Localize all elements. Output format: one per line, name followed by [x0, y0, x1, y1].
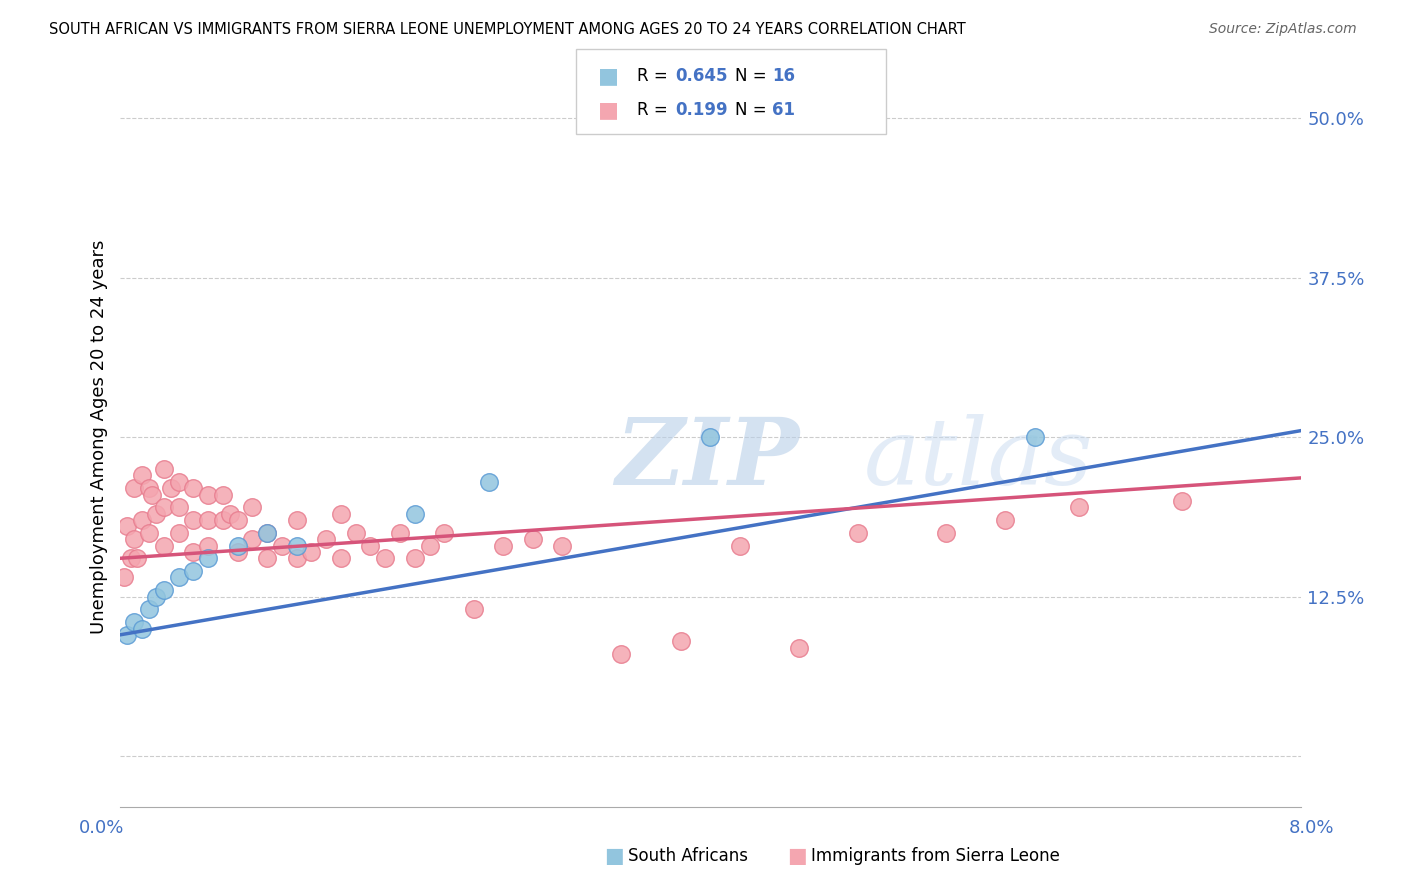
Text: 61: 61: [772, 102, 794, 120]
Point: [329, 551, 352, 566]
Point: [211, 487, 233, 501]
Point: [360, 539, 382, 553]
Point: [344, 525, 367, 540]
Point: [197, 487, 219, 501]
Point: [153, 583, 174, 598]
Text: R =: R =: [637, 67, 668, 86]
Text: 0.199: 0.199: [675, 102, 727, 120]
Point: [270, 539, 294, 553]
Point: [124, 615, 146, 630]
Point: [374, 551, 396, 566]
Text: atlas: atlas: [863, 414, 1092, 504]
Point: [226, 513, 249, 527]
Point: [256, 525, 278, 540]
Point: [211, 513, 233, 527]
Point: [610, 647, 633, 661]
Point: [935, 525, 957, 540]
Point: [478, 475, 501, 489]
Point: [183, 564, 205, 578]
Point: [551, 539, 574, 553]
Point: [404, 551, 426, 566]
Point: [787, 640, 810, 655]
Point: [112, 570, 135, 584]
Point: [492, 539, 515, 553]
Point: [153, 462, 174, 476]
Point: [404, 507, 426, 521]
Point: [131, 622, 153, 636]
Point: [226, 545, 249, 559]
Point: [197, 551, 219, 566]
Point: [433, 525, 456, 540]
Text: ■: ■: [787, 847, 807, 866]
Point: [115, 628, 138, 642]
Text: Immigrants from Sierra Leone: Immigrants from Sierra Leone: [811, 847, 1060, 865]
Point: [153, 539, 174, 553]
Text: 8.0%: 8.0%: [1289, 819, 1334, 837]
Point: [145, 590, 167, 604]
Point: [728, 539, 751, 553]
Point: [167, 525, 190, 540]
Text: 16: 16: [772, 67, 794, 86]
Point: [197, 513, 219, 527]
Point: [226, 539, 249, 553]
Text: N =: N =: [735, 67, 766, 86]
Point: [145, 507, 167, 521]
Point: [419, 539, 441, 553]
Point: [256, 551, 278, 566]
Point: [160, 481, 183, 495]
Point: [285, 513, 308, 527]
Point: [197, 539, 219, 553]
Point: [131, 468, 153, 483]
Point: [1024, 430, 1046, 444]
Point: [141, 487, 163, 501]
Point: [124, 532, 146, 546]
Point: [131, 513, 153, 527]
Point: [699, 430, 721, 444]
Point: [127, 551, 149, 566]
Text: ■: ■: [598, 66, 619, 87]
Point: [153, 500, 174, 515]
Point: [256, 525, 278, 540]
Point: [301, 545, 323, 559]
Text: R =: R =: [637, 102, 668, 120]
Point: [183, 481, 205, 495]
Text: 0.645: 0.645: [675, 67, 727, 86]
Text: 0.0%: 0.0%: [79, 819, 124, 837]
Point: [285, 551, 308, 566]
Point: [115, 519, 138, 533]
Point: [167, 570, 190, 584]
Point: [219, 507, 242, 521]
Point: [124, 481, 146, 495]
Point: [138, 525, 160, 540]
Text: ZIP: ZIP: [616, 414, 800, 504]
Text: Source: ZipAtlas.com: Source: ZipAtlas.com: [1209, 22, 1357, 37]
Text: SOUTH AFRICAN VS IMMIGRANTS FROM SIERRA LEONE UNEMPLOYMENT AMONG AGES 20 TO 24 Y: SOUTH AFRICAN VS IMMIGRANTS FROM SIERRA …: [49, 22, 966, 37]
Point: [183, 513, 205, 527]
Point: [994, 513, 1017, 527]
Point: [120, 551, 142, 566]
Point: [522, 532, 544, 546]
Point: [183, 545, 205, 559]
Point: [669, 634, 692, 648]
Text: ■: ■: [598, 101, 619, 120]
Point: [242, 500, 264, 515]
Point: [285, 539, 308, 553]
Point: [167, 500, 190, 515]
Point: [463, 602, 485, 616]
Point: [167, 475, 190, 489]
Y-axis label: Unemployment Among Ages 20 to 24 years: Unemployment Among Ages 20 to 24 years: [90, 240, 108, 634]
Text: N =: N =: [735, 102, 766, 120]
Point: [1171, 494, 1194, 508]
Point: [138, 602, 160, 616]
Point: [329, 507, 352, 521]
Text: South Africans: South Africans: [628, 847, 748, 865]
Point: [846, 525, 869, 540]
Point: [388, 525, 412, 540]
Point: [138, 481, 160, 495]
Text: ■: ■: [605, 847, 624, 866]
Point: [242, 532, 264, 546]
Point: [1069, 500, 1091, 515]
Point: [315, 532, 337, 546]
